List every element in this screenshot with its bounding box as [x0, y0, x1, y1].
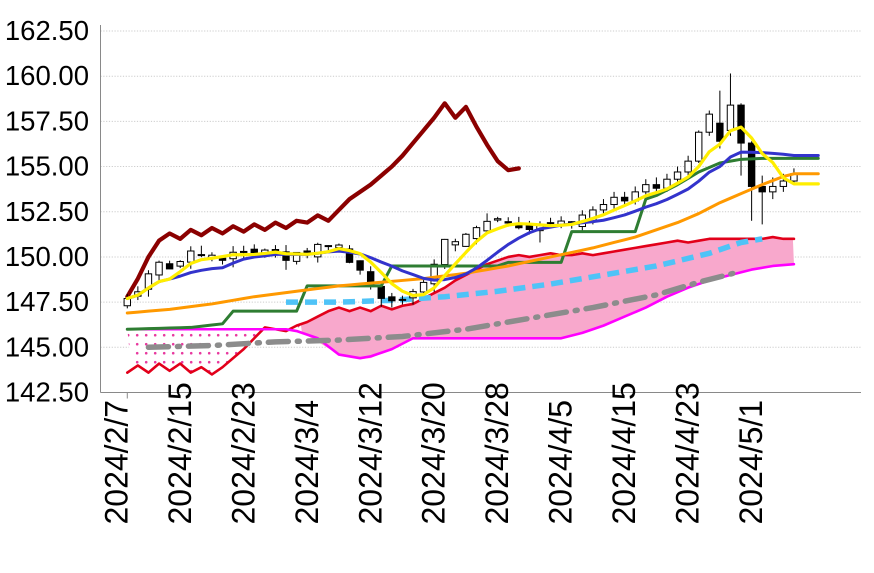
svg-text:152.50: 152.50: [5, 196, 89, 227]
svg-text:142.50: 142.50: [5, 377, 89, 408]
svg-text:155.00: 155.00: [5, 151, 89, 182]
svg-text:145.00: 145.00: [5, 331, 89, 362]
svg-text:2024/3/12: 2024/3/12: [352, 382, 388, 524]
svg-text:150.00: 150.00: [5, 241, 89, 272]
svg-text:160.00: 160.00: [5, 60, 89, 91]
svg-text:2024/3/28: 2024/3/28: [479, 382, 515, 524]
svg-text:2024/2/15: 2024/2/15: [162, 382, 198, 524]
svg-text:2024/2/7: 2024/2/7: [98, 400, 134, 525]
svg-text:2024/2/23: 2024/2/23: [225, 382, 261, 524]
svg-text:2024/3/20: 2024/3/20: [416, 382, 452, 524]
svg-text:2024/5/1: 2024/5/1: [733, 400, 769, 525]
svg-text:157.50: 157.50: [5, 105, 89, 136]
svg-text:2024/3/4: 2024/3/4: [289, 400, 325, 525]
svg-text:2024/4/15: 2024/4/15: [606, 382, 642, 524]
svg-text:162.50: 162.50: [5, 15, 89, 46]
svg-text:147.50: 147.50: [5, 286, 89, 317]
svg-text:2024/4/23: 2024/4/23: [670, 382, 706, 524]
svg-text:2024/4/5: 2024/4/5: [543, 400, 579, 525]
